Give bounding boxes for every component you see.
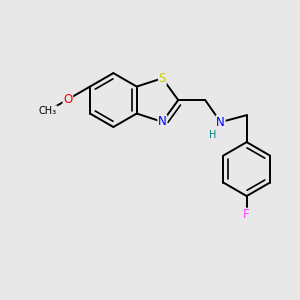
Text: CH₃: CH₃	[39, 106, 57, 116]
Text: O: O	[63, 93, 73, 106]
Text: N: N	[216, 116, 225, 129]
Text: S: S	[159, 72, 166, 85]
Text: N: N	[158, 116, 167, 128]
Text: F: F	[243, 208, 250, 221]
Text: H: H	[209, 130, 217, 140]
